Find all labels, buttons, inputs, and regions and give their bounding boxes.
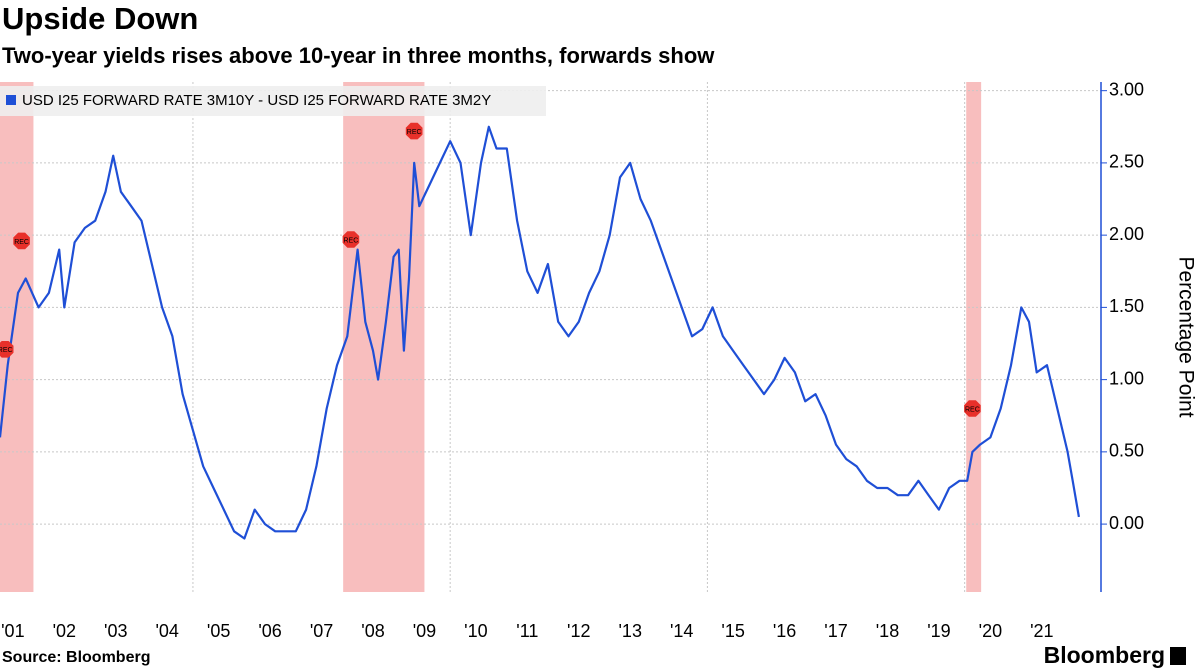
x-tick-label: '21 <box>1030 621 1053 641</box>
brand-logo: Bloomberg <box>1044 642 1165 668</box>
y-tick-label: 1.50 <box>1109 296 1144 316</box>
x-tick-label: '04 <box>155 621 178 641</box>
chart-title: Upside Down <box>2 1 198 36</box>
brand-icon <box>1170 647 1186 665</box>
x-tick-label: '20 <box>979 621 1002 641</box>
x-tick-label: '03 <box>104 621 127 641</box>
x-tick-label: '15 <box>721 621 744 641</box>
y-tick-label: 1.00 <box>1109 368 1144 388</box>
annotation-marker <box>0 341 14 358</box>
annotation: REC <box>0 341 14 358</box>
annotation-label: REC <box>965 406 980 413</box>
annotation: REC <box>13 232 30 250</box>
annotation-label: REC <box>14 239 29 246</box>
shaded-region <box>966 82 982 592</box>
annotation-label: REC <box>407 129 422 136</box>
annotation: REC <box>964 400 981 417</box>
y-axis-label: Percentage Point <box>1174 256 1197 417</box>
legend-label: USD I25 FORWARD RATE 3M10Y - USD I25 FOR… <box>22 92 491 109</box>
legend-background <box>0 86 546 116</box>
x-tick-label: '10 <box>464 621 487 641</box>
annotation-label: REC <box>343 237 358 244</box>
plot-area: 0.00 0.50 1.00 1.50 2.00 2.50 3.00 '01 '02 '03 '04… <box>0 79 1144 641</box>
annotation-marker <box>13 232 30 250</box>
x-tick-label: '14 <box>670 621 693 641</box>
x-tick-label: '02 <box>53 621 76 641</box>
x-tick-label: '18 <box>876 621 899 641</box>
y-tick-label: 2.50 <box>1109 152 1144 172</box>
annotation-marker <box>405 122 423 140</box>
x-tick-label: '01 <box>1 621 24 641</box>
x-tick-label: '19 <box>927 621 950 641</box>
y-tick-label: 0.00 <box>1109 513 1144 533</box>
annotation-marker <box>964 400 981 417</box>
y-tick-label: 2.00 <box>1109 224 1144 244</box>
y-tick-label: 0.50 <box>1109 441 1144 461</box>
annotation-label: REC <box>0 347 13 354</box>
x-tick-label: '16 <box>773 621 796 641</box>
shaded-region <box>0 82 34 592</box>
x-tick-label: '05 <box>207 621 230 641</box>
annotation: REC <box>342 231 360 248</box>
data-line <box>0 125 1080 540</box>
x-tick-label: '17 <box>824 621 847 641</box>
chart-subtitle: Two-year yields rises above 10-year in t… <box>2 43 715 68</box>
annotation: REC <box>405 122 423 140</box>
x-tick-label: '13 <box>619 621 642 641</box>
x-tick-label: '06 <box>258 621 281 641</box>
x-tick-label: '11 <box>516 621 538 641</box>
y-tick-label: 3.00 <box>1109 79 1144 99</box>
annotation-marker <box>342 231 360 248</box>
source: Source: Bloomberg <box>2 649 150 666</box>
x-tick-label: '07 <box>310 621 333 641</box>
legend-swatch <box>6 95 16 105</box>
x-tick-label: '08 <box>361 621 384 641</box>
legend: USD I25 FORWARD RATE 3M10Y - USD I25 FOR… <box>0 86 546 116</box>
x-tick-label: '09 <box>413 621 436 641</box>
x-tick-label: '12 <box>567 621 590 641</box>
